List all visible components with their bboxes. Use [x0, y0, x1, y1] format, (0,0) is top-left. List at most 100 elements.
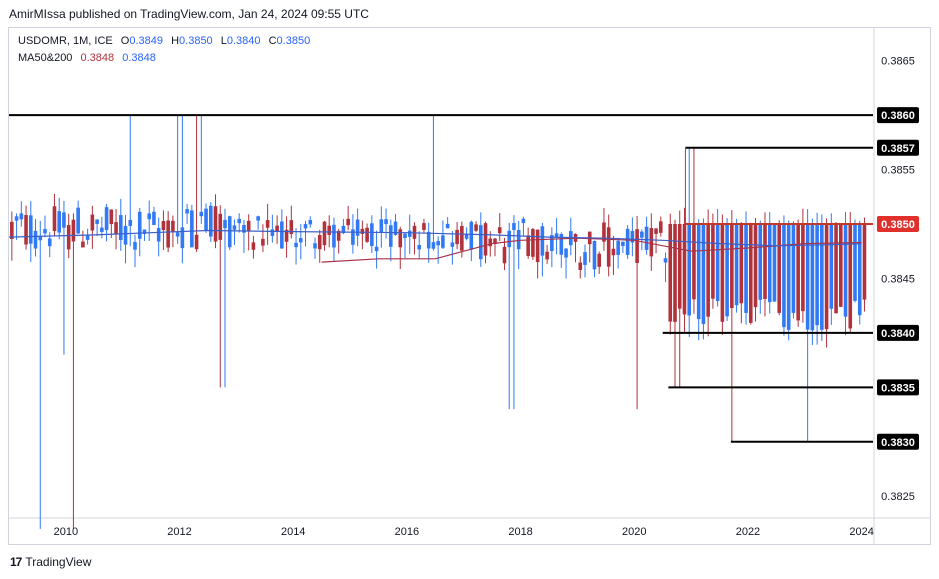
- candle-body-down: [81, 241, 85, 248]
- candle-body-up: [540, 226, 545, 256]
- candle-body-down: [673, 224, 677, 322]
- candle-body-up: [100, 227, 104, 232]
- candle-body-down: [114, 222, 118, 235]
- candle-body-up: [767, 224, 772, 303]
- candle-body-down: [251, 242, 256, 250]
- candle-body-up: [33, 230, 38, 249]
- candle-body-down: [289, 220, 294, 235]
- candle-body-up: [772, 224, 777, 302]
- legend-low-value: 0.3840: [226, 35, 261, 47]
- candle-body-up: [403, 233, 407, 239]
- candle-body-up: [298, 238, 303, 243]
- candle-body-down: [668, 224, 673, 322]
- candle-body-up: [308, 219, 313, 225]
- candle-body-up: [280, 221, 284, 249]
- chart-frame[interactable]: [8, 27, 931, 545]
- candle-body-down: [606, 227, 611, 267]
- candle-body-down: [658, 221, 663, 233]
- candle-body-down: [801, 224, 805, 312]
- candle-body-up: [559, 233, 564, 255]
- candle-body-down: [535, 229, 540, 263]
- candle-body-down: [706, 224, 710, 317]
- candle-body-down: [66, 225, 71, 250]
- candle-body-down: [497, 227, 502, 234]
- ohlc-legend: USDOMR, 1M, ICE O0.3849 H0.3850 L0.3840 …: [18, 35, 310, 47]
- candle-body-up: [370, 223, 374, 246]
- candle-body-up: [175, 232, 180, 237]
- candle-body-up: [104, 207, 109, 231]
- legend-close-label: C: [268, 35, 277, 47]
- candle-body-up: [242, 225, 246, 233]
- candle-body-down: [692, 224, 696, 300]
- candle-body-up: [592, 240, 597, 270]
- candle-body-up: [701, 224, 706, 325]
- candle-body-up: [303, 224, 308, 229]
- candle-body-down: [10, 221, 14, 240]
- candle-body-down: [171, 220, 175, 233]
- candle-body-up: [28, 215, 33, 244]
- candle-body-down: [474, 224, 478, 231]
- candle-body-down: [711, 224, 715, 299]
- candle-body-up: [758, 224, 763, 300]
- x-tick-label: 2020: [622, 526, 646, 538]
- candle-body-up: [384, 219, 388, 225]
- candle-body-down: [834, 224, 838, 314]
- candle-body-up: [715, 224, 720, 301]
- candle-body-down: [824, 224, 829, 330]
- candle-body-up: [843, 224, 848, 317]
- candle-body-up: [521, 218, 526, 224]
- candle-body-up: [512, 223, 516, 231]
- candle-body-down: [161, 221, 166, 231]
- candle-body-down: [336, 230, 341, 241]
- candle-body-up: [388, 225, 393, 247]
- candle-body-down: [365, 227, 369, 242]
- candle-body-down: [796, 224, 800, 321]
- candle-body-up: [142, 229, 147, 234]
- candle-body-up: [341, 225, 346, 234]
- candle-body-up: [507, 230, 512, 248]
- candle-body-up: [208, 205, 213, 237]
- candle-body-down: [730, 224, 734, 309]
- candle-body-up: [204, 208, 208, 231]
- candle-body-down: [602, 222, 606, 242]
- candle-body-down: [763, 224, 767, 300]
- candle-body-up: [38, 235, 43, 241]
- candle-body-up: [857, 224, 862, 316]
- candle-body-up: [469, 221, 474, 250]
- candle-body-up: [128, 219, 133, 226]
- price-level-label: 0.3830: [881, 437, 915, 449]
- candle-body-up: [118, 215, 123, 241]
- legend-ma-label: MA50&200: [18, 52, 73, 64]
- candle-body-up: [853, 224, 857, 301]
- candle-body-down: [502, 246, 507, 264]
- candle-body-down: [460, 225, 464, 251]
- x-tick-label: 2012: [167, 526, 191, 538]
- candle-body-up: [313, 243, 317, 249]
- price-level-badge: [877, 107, 919, 124]
- candle-body-up: [407, 230, 412, 237]
- ma50-line: [321, 237, 862, 263]
- candle-body-down: [483, 223, 488, 256]
- candle-body-up: [199, 211, 204, 217]
- y-tick-label: 0.3865: [881, 56, 915, 68]
- candle-body-up: [123, 226, 128, 245]
- candle-body-up: [379, 219, 384, 233]
- candle-body-down: [526, 235, 530, 256]
- candle-body-down: [531, 229, 535, 257]
- candle-body-up: [85, 235, 90, 240]
- candle-body-up: [564, 248, 568, 258]
- candle-body-down: [317, 235, 322, 250]
- candle-body-down: [682, 224, 687, 315]
- candle-body-down: [360, 228, 365, 234]
- tradingview-brand[interactable]: 17 TradingView: [10, 555, 91, 569]
- candle-body-up: [640, 231, 644, 238]
- candle-body-up: [133, 242, 137, 250]
- candle-body-up: [696, 224, 701, 320]
- candle-body-down: [654, 228, 658, 234]
- publisher-line: AmirMIssa published on TradingView.com, …: [9, 7, 369, 21]
- candle-body-down: [545, 251, 549, 260]
- candle-body-down: [739, 224, 744, 304]
- legend-open-label: O: [120, 35, 130, 47]
- candle-body-down: [578, 262, 583, 270]
